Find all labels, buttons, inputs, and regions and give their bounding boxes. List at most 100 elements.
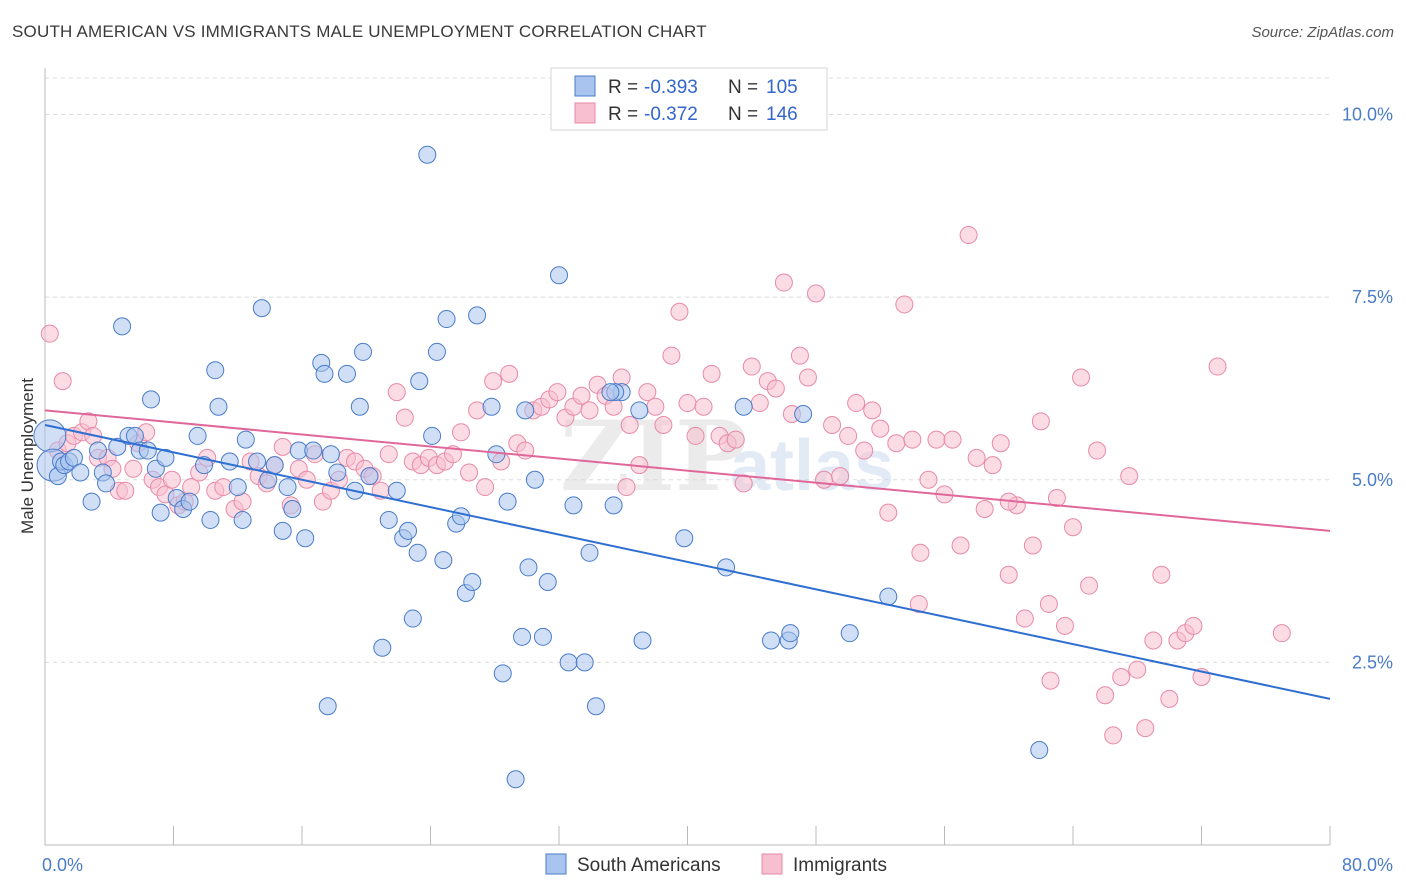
bottom-legend-label-pink: Immigrants — [793, 855, 887, 876]
legend: R = -0.393 N = 105 R = -0.372 N = 146 — [550, 67, 828, 131]
immigrants-point — [53, 372, 72, 391]
immigrants-point — [572, 386, 591, 405]
south-americans-point — [538, 573, 557, 592]
south-americans-point — [434, 551, 453, 570]
immigrants-point — [807, 284, 825, 303]
south-americans-point — [437, 310, 456, 329]
immigrants-point — [1064, 518, 1082, 537]
legend-r-label-2: R = — [608, 104, 638, 125]
south-americans-point — [630, 401, 649, 420]
y-tick-labels: 2.5% 5.0% 7.5% 10.0% — [1342, 105, 1393, 673]
south-americans-point — [228, 478, 247, 497]
south-americans-point — [33, 419, 67, 453]
south-americans-point — [350, 397, 369, 416]
south-americans-point — [463, 573, 482, 592]
south-americans-point — [108, 437, 127, 456]
immigrants-point — [1031, 412, 1050, 431]
south-americans-point — [220, 452, 239, 471]
immigrants-point — [452, 423, 471, 442]
south-americans-point — [781, 624, 800, 643]
legend-n-label-1: N = — [728, 77, 758, 98]
south-americans-point — [209, 397, 228, 416]
south-americans-point — [525, 470, 544, 489]
immigrants-point — [927, 430, 946, 449]
south-americans-point — [387, 481, 406, 500]
south-americans-point — [519, 558, 538, 577]
south-americans-point — [410, 372, 429, 391]
south-americans-point — [513, 627, 532, 646]
bottom-legend-swatch-blue — [545, 853, 567, 875]
immigrants-point — [460, 463, 479, 482]
south-americans-point — [328, 463, 347, 482]
south-americans-point — [427, 342, 446, 361]
watermark: ZIP atlas — [560, 400, 894, 513]
south-americans-point — [233, 510, 252, 529]
south-americans-point — [403, 609, 422, 628]
south-americans-point — [482, 397, 501, 416]
immigrants-point — [678, 394, 697, 413]
south-americans-point — [418, 145, 437, 164]
immigrants-point — [484, 372, 503, 391]
south-americans-point — [564, 496, 583, 515]
immigrants-point — [823, 415, 842, 434]
immigrants-point — [580, 401, 599, 420]
watermark-atlas: atlas — [730, 426, 894, 506]
immigrants-point — [1072, 368, 1091, 387]
y-tick-label-1: 5.0% — [1352, 470, 1393, 490]
grid-lines — [45, 77, 1330, 663]
immigrants-point — [1128, 660, 1147, 679]
immigrants-point — [1208, 357, 1227, 376]
immigrants-point — [911, 543, 930, 562]
legend-n-value-2: 146 — [766, 104, 798, 125]
south-americans-point — [265, 456, 284, 475]
south-americans-point — [201, 510, 220, 529]
south-americans-point — [633, 631, 652, 650]
immigrants-point — [967, 448, 986, 467]
south-americans-point — [71, 463, 90, 482]
immigrants-point — [40, 324, 59, 343]
immigrants-point — [620, 415, 639, 434]
south-americans-point — [559, 653, 578, 672]
south-americans-point — [138, 441, 157, 460]
immigrants-point — [943, 430, 962, 449]
south-americans-point — [195, 456, 214, 475]
immigrants-point — [871, 419, 890, 438]
immigrants-point — [662, 346, 681, 365]
south-americans-point — [604, 496, 623, 515]
immigrants-point — [839, 426, 858, 445]
immigrants-point — [750, 394, 769, 413]
chart-title: SOUTH AMERICAN VS IMMIGRANTS MALE UNEMPL… — [12, 22, 707, 41]
south-americans-point — [252, 299, 271, 318]
south-americans-point — [506, 770, 525, 789]
immigrants-point — [1055, 616, 1074, 635]
immigrants-point — [1120, 467, 1139, 486]
south-americans-point — [717, 558, 736, 577]
immigrants-point — [999, 565, 1018, 584]
immigrants-point — [670, 302, 689, 321]
south-americans-point — [82, 492, 101, 511]
immigrants-point — [1047, 489, 1066, 508]
south-americans-point — [493, 664, 512, 683]
south-americans-point — [423, 426, 442, 445]
y-axis-title: Male Unemployment — [18, 378, 37, 534]
south-americans-point — [318, 697, 337, 716]
immigrants-point — [726, 430, 745, 449]
immigrants-point — [1015, 609, 1034, 628]
immigrants-point — [855, 441, 874, 460]
immigrants-point — [476, 478, 495, 497]
south-americans-point — [97, 474, 116, 493]
y-tick-label-3: 10.0% — [1342, 105, 1393, 125]
south-americans-point — [533, 627, 552, 646]
south-americans-point — [373, 638, 392, 657]
immigrants-point — [1136, 719, 1155, 738]
south-americans-point — [354, 342, 373, 361]
legend-n-value-1: 105 — [766, 77, 798, 98]
immigrants-trend-line — [44, 409, 1331, 532]
south-americans-point — [236, 430, 255, 449]
immigrants-point — [1039, 594, 1058, 613]
south-americans-point — [360, 467, 379, 486]
immigrants-point — [654, 415, 673, 434]
south-americans-point — [156, 448, 175, 467]
immigrants-point — [116, 481, 135, 500]
immigrants-point — [790, 346, 809, 365]
